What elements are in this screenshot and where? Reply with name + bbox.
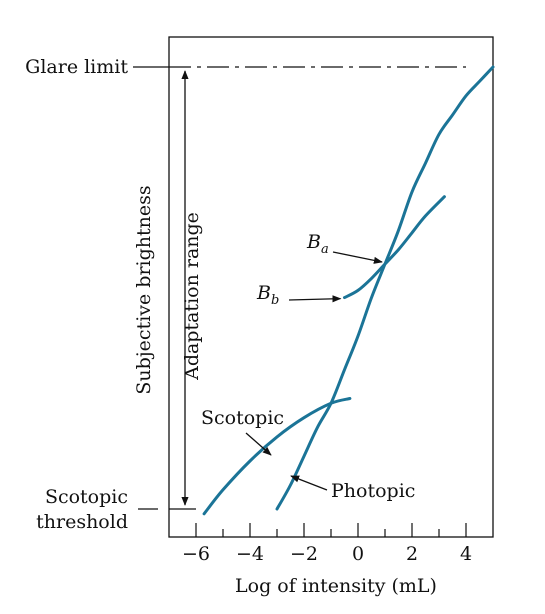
y-axis-label: Subjective brightness (133, 185, 155, 394)
plot-frame (168, 36, 494, 538)
x-tick-label: −2 (290, 543, 318, 565)
bb-label: Bb (256, 282, 279, 308)
glare-limit-label: Glare limit (25, 56, 128, 78)
scotopic-arrow (245, 432, 272, 456)
adaptation-range-label: Adaptation range (181, 212, 203, 381)
bb-label-sub: b (271, 293, 279, 308)
x-tick-label: −6 (182, 543, 210, 565)
photopic-curve (275, 65, 495, 511)
ba-label-main: B (306, 231, 321, 253)
ba-label-sub: a (321, 242, 329, 257)
scotopic-curve-label: Scotopic (201, 407, 284, 429)
photopic-arrow (290, 475, 328, 491)
adaptation-curve (343, 195, 446, 300)
x-tick-label: 0 (352, 543, 364, 565)
bb-arrow (288, 295, 342, 303)
photopic-curve-label: Photopic (331, 480, 415, 502)
bb-label-main: B (256, 282, 271, 304)
scotopic-threshold-label-line1: Scotopic (45, 486, 128, 508)
x-axis-label: Log of intensity (mL) (235, 575, 437, 597)
ba-arrow (332, 251, 383, 264)
x-tick-label: 2 (406, 543, 418, 565)
x-tick-label: −4 (236, 543, 264, 565)
ba-label: Ba (306, 231, 329, 257)
x-tick-label: 4 (460, 543, 472, 565)
scotopic-curve (202, 397, 352, 516)
scotopic-threshold-label-line2: threshold (36, 511, 128, 533)
